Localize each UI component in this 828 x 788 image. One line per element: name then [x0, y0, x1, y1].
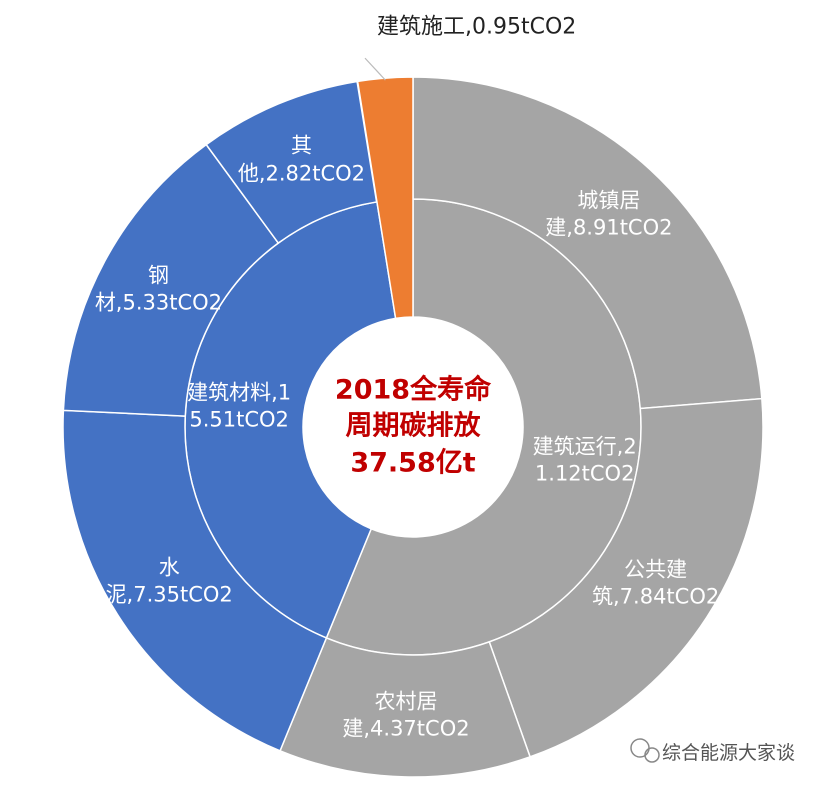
outer-sector — [62, 409, 328, 752]
watermark-icon — [630, 738, 660, 763]
outer-label: 水泥,7.35tCO2 — [105, 555, 233, 608]
inner-label: 建筑材料,15.51tCO2 — [187, 380, 292, 432]
outer-label: 公共建筑,7.84tCO2 — [592, 557, 720, 609]
inner-label: 建筑运行,21.12tCO2 — [532, 434, 637, 486]
leader-line — [364, 57, 386, 81]
outer-label: 其他,2.82tCO2 — [237, 134, 366, 186]
outer-label: 农村居建,4.37tCO2 — [342, 689, 470, 741]
watermark: 综合能源大家谈 — [662, 742, 796, 764]
top-label: 建筑施工,0.95tCO2 — [376, 14, 577, 40]
center-title: 2018全寿命周期碳排放37.58亿t — [334, 374, 492, 479]
center-hole — [303, 317, 523, 537]
outer-sector — [488, 397, 764, 758]
outer-label: 城镇居建,8.91tCO2 — [545, 188, 673, 240]
outer-sector — [412, 76, 763, 410]
outer-label: 钢材,5.33tCO2 — [94, 263, 223, 316]
